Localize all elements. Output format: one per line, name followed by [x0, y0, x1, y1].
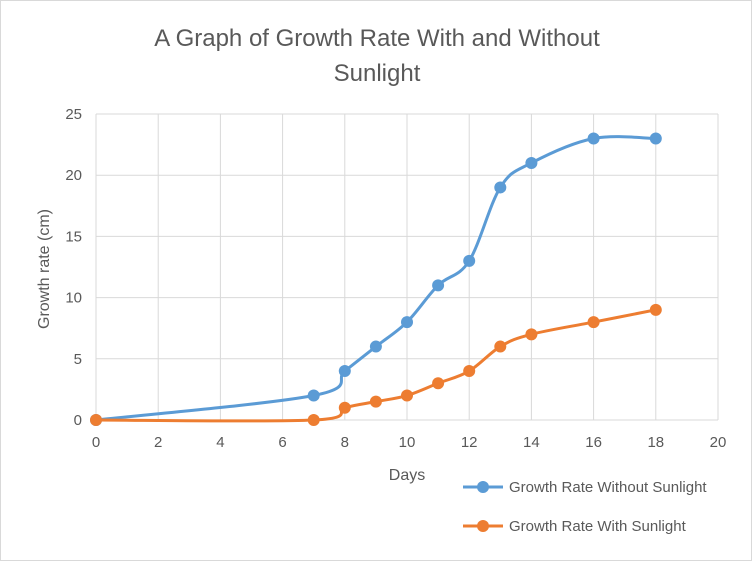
data-point — [649, 303, 662, 316]
legend-marker-icon — [477, 520, 489, 532]
legend: Growth Rate Without Sunlight Growth Rate … — [463, 479, 707, 535]
data-point — [649, 132, 662, 145]
y-tick-label: 5 — [74, 351, 82, 368]
data-point — [401, 316, 413, 329]
y-axis-label: Growth rate (cm) — [36, 209, 53, 329]
y-axis-ticks: 0 5 10 15 20 25 — [65, 106, 82, 429]
data-point — [401, 389, 413, 402]
data-point — [432, 279, 445, 292]
x-tick-label: 12 — [461, 434, 478, 451]
y-tick-label: 15 — [65, 228, 82, 245]
legend-item: Growth Rate Without Sunlight — [463, 479, 707, 496]
data-point — [587, 132, 600, 145]
x-tick-label: 8 — [341, 434, 349, 451]
data-point — [463, 254, 476, 267]
x-tick-label: 2 — [154, 434, 162, 451]
y-tick-label: 20 — [65, 167, 82, 184]
data-point — [338, 401, 351, 414]
data-point — [525, 328, 538, 341]
data-point — [494, 181, 507, 194]
y-tick-label: 10 — [65, 290, 82, 307]
data-point — [432, 377, 445, 390]
x-tick-label: 14 — [523, 434, 540, 451]
legend-label: Growth Rate Without Sunlight — [509, 479, 707, 496]
data-point — [369, 395, 382, 408]
x-tick-label: 0 — [92, 434, 100, 451]
data-point — [369, 340, 382, 353]
x-tick-label: 16 — [585, 434, 602, 451]
x-tick-label: 6 — [278, 434, 286, 451]
data-point — [494, 340, 507, 353]
data-point — [90, 414, 102, 426]
x-tick-label: 10 — [399, 434, 416, 451]
x-tick-label: 20 — [710, 434, 727, 451]
y-tick-label: 25 — [65, 106, 82, 123]
gridlines — [95, 113, 719, 421]
data-point — [587, 316, 600, 329]
series-group — [90, 132, 662, 426]
data-point — [338, 365, 351, 378]
data-point — [463, 365, 476, 378]
series-without-sunlight — [90, 132, 662, 426]
x-tick-label: 4 — [216, 434, 224, 451]
x-axis-ticks: 0 2 4 6 8 10 12 14 16 18 20 — [92, 434, 727, 451]
y-tick-label: 0 — [74, 412, 82, 429]
x-tick-label: 18 — [647, 434, 664, 451]
legend-label: Growth Rate With Sunlight — [509, 518, 687, 535]
chart-title-line-2: Sunlight — [334, 60, 421, 87]
data-point — [525, 156, 538, 169]
legend-marker-icon — [477, 481, 489, 493]
legend-item: Growth Rate With Sunlight — [463, 518, 687, 535]
chart-title: A Graph of Growth Rate With and Without … — [154, 25, 600, 87]
series-with-sunlight — [90, 303, 662, 426]
series-line — [95, 135, 656, 422]
data-point — [307, 414, 320, 426]
x-axis-label: Days — [389, 467, 425, 484]
chart-title-line-1: A Graph of Growth Rate With and Without — [154, 25, 600, 52]
data-point — [307, 389, 320, 402]
